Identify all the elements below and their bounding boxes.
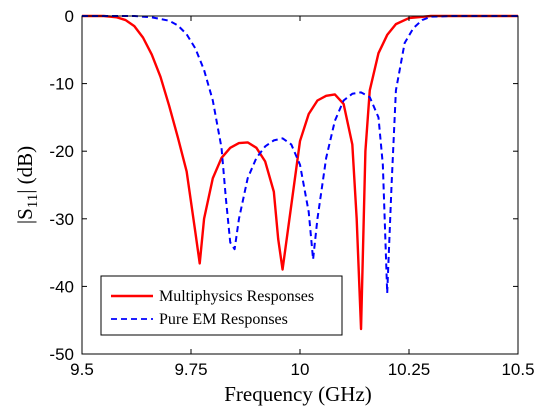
x-tick-label: 10.25 — [388, 360, 431, 379]
y-tick-label: -10 — [49, 75, 74, 94]
x-tick-label: 9.5 — [70, 360, 94, 379]
y-tick-label: -20 — [49, 142, 74, 161]
y-axis-label: |S11| (dB) — [13, 146, 41, 224]
y-tick-label: -50 — [49, 345, 74, 364]
y-axis-label-tail: | (dB) — [13, 146, 37, 194]
y-tick-label: -30 — [49, 210, 74, 229]
x-tick-label: 10 — [291, 360, 310, 379]
y-tick-label: 0 — [65, 7, 74, 26]
y-axis-label-subscript: 11 — [25, 194, 41, 208]
series-line-multiphysics — [82, 14, 518, 331]
y-axis-label-main: |S — [13, 208, 37, 224]
legend: Multiphysics Responses Pure EM Responses — [100, 275, 343, 336]
x-tick-label: 9.75 — [174, 360, 207, 379]
series-layer — [82, 14, 518, 331]
y-tick-label: -40 — [49, 277, 74, 296]
x-tick-label: 10.5 — [501, 360, 534, 379]
legend-box — [100, 275, 343, 336]
x-axis-label: Frequency (GHz) — [224, 382, 372, 406]
tick-layer: 9.5 9.75 10 10.25 10.5 0 -10 -20 -30 -40 -50 — [49, 7, 534, 379]
legend-label-multiphysics: Multiphysics Responses — [159, 288, 314, 305]
series-line-pure-em — [82, 15, 518, 295]
legend-label-pure-em: Pure EM Responses — [159, 311, 288, 328]
